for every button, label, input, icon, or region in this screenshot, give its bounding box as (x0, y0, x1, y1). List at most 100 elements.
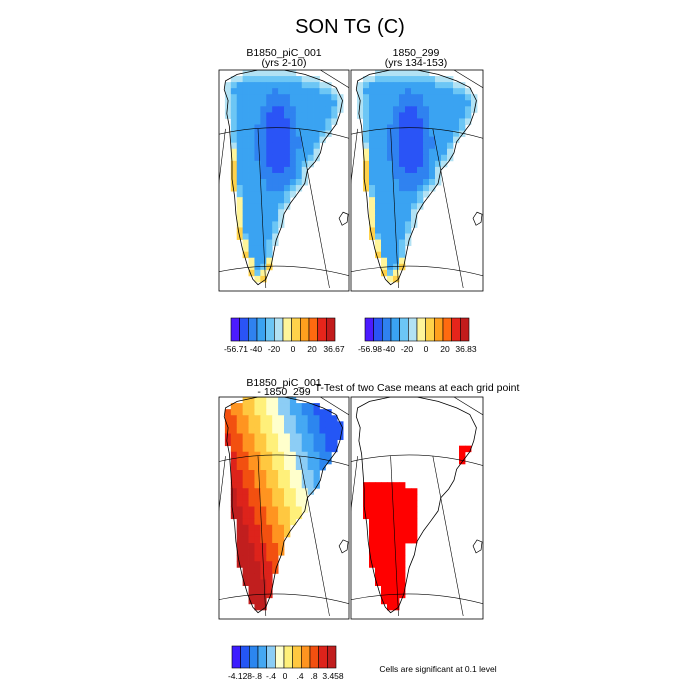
grid-cell (411, 518, 418, 526)
grid-cell (254, 94, 261, 101)
grid-cell (266, 585, 273, 593)
grid-cell (405, 494, 412, 501)
grid-cell (417, 148, 424, 156)
grid-cell (236, 203, 244, 210)
grid-cell (242, 433, 249, 440)
grid-cell (248, 100, 255, 107)
grid-cell (331, 445, 338, 453)
grid-cell (369, 106, 376, 113)
grid-cell (325, 130, 332, 138)
grid-cell (254, 561, 261, 568)
grid-cell (260, 100, 267, 107)
colorbar-tr (364, 317, 470, 342)
grid-cell (447, 148, 454, 156)
grid-cell (375, 573, 382, 580)
grid-cell (236, 221, 244, 228)
grid-cell (266, 191, 273, 198)
grid-cell (272, 494, 279, 501)
grid-cell (399, 82, 406, 89)
grid-cell (405, 506, 412, 513)
grid-cell (236, 209, 244, 216)
grid-cell (399, 94, 406, 101)
grid-cell (266, 263, 273, 271)
grid-cell (278, 445, 285, 453)
grid-cell (272, 415, 279, 422)
grid-cell (248, 124, 255, 131)
grid-cell (387, 209, 394, 216)
grid-cell (325, 427, 332, 434)
grid-cell (266, 579, 273, 586)
grid-cell (278, 172, 285, 180)
grid-cell (369, 518, 376, 526)
grid-cell (411, 166, 418, 174)
grid-cell (278, 215, 285, 222)
grid-cell (399, 136, 406, 144)
grid-cell (254, 197, 261, 204)
grid-cell (272, 118, 279, 125)
grid-cell (254, 209, 261, 216)
grid-cell (331, 112, 338, 119)
grid-cell (260, 597, 267, 605)
grid-cell (236, 463, 244, 471)
grid-cell (411, 221, 418, 228)
grid-cell (411, 512, 418, 520)
grid-cell (224, 88, 232, 95)
grid-cell (266, 142, 273, 150)
colorbar-swatch (327, 645, 337, 669)
grid-cell (363, 76, 370, 83)
grid-cell (289, 415, 297, 422)
grid-cell (224, 409, 232, 416)
grid-cell (272, 555, 279, 562)
grid-cell (363, 494, 370, 501)
grid-cell (289, 136, 297, 144)
grid-cell (393, 597, 400, 605)
grid-cell (313, 427, 320, 434)
grid-cell (278, 439, 285, 447)
grid-cell (301, 160, 309, 168)
colorbar-tr-tick: -40 (383, 344, 396, 354)
grid-cell (405, 112, 412, 119)
grid-cell (423, 160, 430, 168)
grid-cell (260, 136, 267, 144)
grid-cell (248, 451, 255, 459)
grid-cell (248, 579, 255, 586)
grid-cell (423, 94, 430, 101)
grid-cell (441, 100, 448, 107)
grid-cell (260, 482, 267, 489)
grid-cell (242, 251, 249, 259)
grid-cell (242, 482, 249, 489)
grid-cell (242, 403, 249, 410)
grid-cell (387, 561, 394, 568)
grid-cell (369, 130, 376, 138)
colorbar-swatch (248, 317, 258, 342)
grid-cell (272, 142, 279, 150)
grid-cell (289, 463, 297, 471)
grid-cell (441, 106, 448, 113)
grid-cell (242, 488, 249, 495)
grid-cell (325, 106, 332, 113)
grid-cell (325, 445, 332, 453)
grid-cell (423, 82, 430, 89)
map-panel-tr (351, 70, 483, 289)
grid-cell (417, 76, 424, 83)
grid-cell (325, 82, 332, 89)
grid-cell (381, 197, 388, 204)
grid-cell (266, 172, 273, 180)
grid-cell (266, 251, 273, 259)
grid-cell (242, 233, 249, 240)
grid-cell (284, 512, 291, 520)
grid-cell (387, 603, 394, 611)
grid-cell (260, 403, 267, 410)
grid-cell (236, 227, 244, 234)
grid-cell (272, 215, 279, 222)
grid-cell (289, 482, 297, 489)
grid-cell (387, 263, 394, 271)
grid-cell (242, 118, 249, 125)
grid-cell (301, 166, 309, 174)
grid-cell (417, 112, 424, 119)
grid-cell (266, 245, 273, 253)
grid-cell (236, 142, 244, 150)
grid-cell (405, 94, 412, 101)
grid-cell (254, 397, 261, 404)
grid-cell (417, 160, 424, 168)
